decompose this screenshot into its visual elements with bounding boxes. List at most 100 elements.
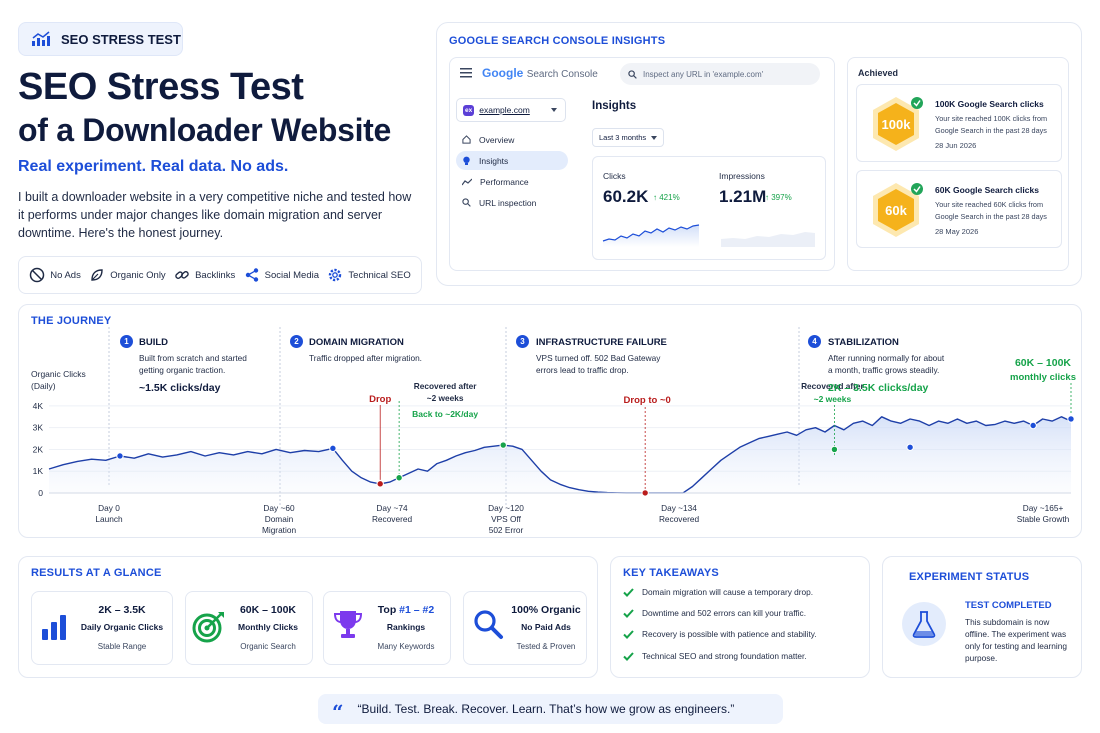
data-point-marker — [499, 441, 507, 449]
nav-overview[interactable]: Overview — [456, 130, 568, 149]
data-point-marker — [395, 474, 403, 482]
recovered2-annotation: Recovered after — [801, 381, 864, 391]
home-icon — [462, 135, 471, 144]
search-icon — [474, 610, 503, 639]
up-arrow-icon: ↑ — [765, 193, 772, 202]
lightbulb-icon — [462, 156, 471, 166]
badge-label: 100k — [882, 117, 912, 132]
drop-annotation: Drop — [369, 394, 391, 405]
page-title-line1: SEO Stress Test — [18, 66, 304, 108]
result-sub: Many Keywords — [377, 642, 435, 651]
achievement-desc: Your site reached 100K clicks from Googl… — [935, 114, 1048, 135]
y-tick-label: 3K — [33, 423, 44, 433]
data-point-marker — [1029, 421, 1037, 430]
gsc-window: Google Search Console Inspect any URL in… — [449, 57, 835, 271]
takeaway-item: Technical SEO and strong foundation matt… — [623, 651, 807, 661]
result-card: Top #1 – #2 Rankings Many Keywords — [323, 591, 451, 665]
gsc-logo: Google Search Console — [482, 66, 598, 80]
quote-text: “Build. Test. Break. Recover. Learn. Tha… — [357, 702, 735, 716]
header-badge: SEO STRESS TEST — [18, 22, 183, 56]
tag-label: Technical SEO — [348, 269, 411, 281]
site-favicon: ex — [463, 104, 475, 116]
insights-title: Insights — [592, 100, 637, 112]
achievement-date: 28 May 2026 — [935, 227, 979, 236]
site-name: example.com — [479, 105, 530, 115]
x-tick-label: Day ~60 — [263, 503, 295, 513]
stage-desc-line: VPS turned off. 502 Bad Gateway — [536, 353, 661, 363]
header-badge-label: SEO STRESS TEST — [61, 31, 181, 47]
tag-no-ads: No Ads — [29, 267, 81, 283]
tag-label: Social Media — [264, 269, 320, 281]
x-tick-label: Day ~120 — [488, 503, 524, 513]
x-tick-label: VPS Off — [491, 514, 522, 524]
result-sub: Tested & Proven — [516, 642, 576, 651]
x-tick-label: Domain — [265, 514, 294, 524]
achievement-title: 100K Google Search clicks — [935, 99, 1044, 109]
clicks-change: ↑ 421% — [653, 193, 680, 202]
takeaway-item: Recovery is possible with patience and s… — [623, 629, 817, 639]
result-card: 100% Organic No Paid Ads Tested & Proven — [463, 591, 587, 665]
site-selector[interactable]: ex example.com — [456, 98, 566, 122]
stage-title: INFRASTRUCTURE FAILURE — [536, 337, 667, 348]
stage-desc: Built from scratch and started getting or… — [139, 352, 247, 376]
data-point-marker — [830, 445, 839, 454]
traffic-area — [49, 416, 1071, 493]
status-heading: TEST COMPLETED — [965, 600, 1052, 611]
stage-desc: Traffic dropped after migration. — [309, 352, 422, 364]
menu-icon[interactable] — [460, 68, 472, 78]
search-icon — [628, 69, 637, 79]
x-tick-label: 502 Error — [489, 525, 524, 535]
nav-insights[interactable]: Insights — [456, 151, 568, 170]
tag-label: No Ads — [50, 269, 81, 281]
stage-title: BUILD — [139, 337, 169, 348]
stage-title: STABILIZATION — [828, 337, 899, 348]
page-title-line2: of a Downloader Website — [18, 112, 392, 148]
journey-panel: 0 1K 2K 3K 4K Drop Recovered after ~2 weeks Back… — [18, 304, 1082, 538]
nav-url-inspection[interactable]: URL inspection — [456, 193, 568, 212]
status-title: EXPERIMENT STATUS — [909, 571, 1030, 583]
stage-desc-line: Traffic dropped after migration. — [309, 353, 422, 363]
url-inspect-search[interactable]: Inspect any URL in 'example.com' — [620, 63, 820, 85]
x-tick-label: Stable Growth — [1017, 514, 1070, 524]
achievement-desc: Your site reached 60K clicks from Google… — [935, 200, 1047, 221]
result-value: 100% Organic — [511, 604, 581, 616]
tag-organic-only: Organic Only — [89, 267, 166, 283]
y-axis-label-line: Organic Clicks — [31, 369, 86, 379]
tag-label: Backlinks — [195, 269, 236, 281]
nav-performance[interactable]: Performance — [456, 172, 568, 191]
recovered-annotation: ~2 weeks — [427, 393, 464, 403]
x-tick-label: Day ~134 — [661, 503, 697, 513]
stage-number: 4 — [808, 335, 821, 348]
metrics-card: Clicks 60.2K ↑ 421% Impressions 1.21M ↑ … — [592, 156, 826, 260]
y-tick-label: 0 — [38, 488, 43, 498]
achievement-title: 60K Google Search clicks — [935, 185, 1039, 195]
status-desc: This subdomain is now offline. The exper… — [965, 617, 1067, 663]
result-value: 60K – 100K — [239, 604, 297, 616]
date-range-select[interactable]: Last 3 months — [592, 128, 664, 147]
nav-label: Overview — [479, 134, 515, 145]
impressions-change: ↑ 397% — [765, 193, 792, 202]
page-subtitle: Real experiment. Real data. No ads. — [18, 158, 289, 175]
impressions-label: Impressions — [719, 171, 765, 181]
gsc-header: Google Search Console — [450, 58, 834, 88]
result-label: Rankings — [386, 622, 426, 632]
back-to-annotation: Back to ~2K/day — [412, 409, 478, 419]
check-icon — [623, 587, 634, 597]
google-logo-text: Google — [482, 66, 524, 80]
x-tick-label: Day 0 — [98, 503, 120, 513]
result-label: Monthly Clicks — [238, 622, 298, 632]
results-title: RESULTS AT A GLANCE — [31, 567, 162, 579]
tags-bar: No Ads Organic Only Backlinks Social Med… — [18, 256, 422, 294]
no-sign-icon — [29, 267, 45, 283]
stage-title: DOMAIN MIGRATION — [309, 337, 404, 348]
takeaway-text: Recovery is possible with patience and s… — [642, 629, 817, 639]
clicks-value: 60.2K — [603, 187, 649, 206]
data-point-marker — [641, 489, 649, 497]
stage-desc: VPS turned off. 502 Bad Gateway errors le… — [536, 352, 660, 376]
achievement-card: 100k 100K Google Search clicks Your site… — [856, 84, 1062, 162]
results-panel: RESULTS AT A GLANCE 2K – 3.5K Daily Orga… — [18, 556, 598, 678]
data-point-marker — [906, 443, 914, 451]
result-card: 2K – 3.5K Daily Organic Clicks Stable Ra… — [31, 591, 173, 665]
stage-desc-line: errors lead to traffic drop. — [536, 365, 629, 375]
recovered-annotation: Recovered after — [414, 381, 477, 391]
